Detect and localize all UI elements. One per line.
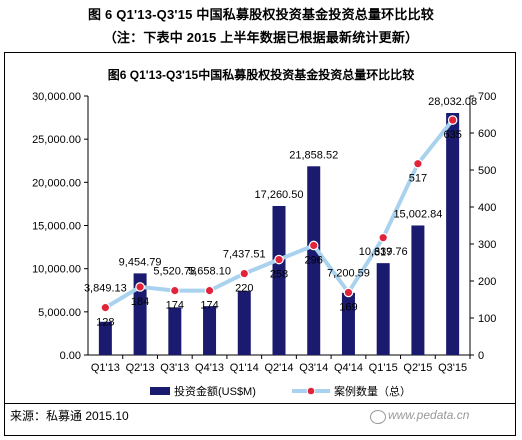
line-marker — [378, 232, 388, 243]
y-right-tick-label: 600 — [478, 128, 496, 140]
y-right-tick-label: 500 — [478, 165, 496, 177]
line-marker — [135, 282, 145, 292]
bar — [376, 263, 390, 355]
line-value-label: 174 — [166, 300, 184, 312]
legend-bar-swatch — [150, 387, 170, 395]
x-tick-label: Q2'14 — [264, 362, 293, 374]
x-tick-label: Q4'14 — [334, 362, 363, 374]
line-value-label: 128 — [96, 317, 114, 329]
bar-value-label: 28,032.08 — [428, 96, 477, 108]
y-right-tick-label: 400 — [478, 202, 496, 214]
x-tick-label: Q2'13 — [126, 362, 155, 374]
line-value-label: 317 — [374, 247, 392, 259]
watermark: www.pedata.cn — [388, 408, 470, 422]
bar-value-label: 3,849.13 — [84, 283, 127, 295]
line-value-label: 220 — [235, 283, 253, 295]
line-marker — [274, 254, 284, 265]
bar — [203, 306, 217, 355]
x-tick-label: Q4'13 — [195, 362, 224, 374]
y-right-tick-label: 300 — [478, 239, 496, 251]
header-title: 图 6 Q1'13-Q3'15 中国私募股权投资基金投资总量环比比较 — [88, 7, 434, 22]
line-value-label: 296 — [305, 254, 323, 266]
bar — [272, 205, 286, 355]
line-value-label: 169 — [339, 301, 357, 313]
bar-value-label: 5,658.10 — [188, 266, 231, 278]
bar — [98, 321, 112, 355]
line-value-label: 184 — [131, 296, 149, 308]
bar-value-label: 5,520.78 — [153, 266, 196, 278]
y-left-tick-label: 5,000.00 — [38, 307, 81, 319]
line-marker — [343, 287, 354, 298]
line-marker — [447, 115, 458, 125]
y-left-tick-label: 0.00 — [60, 350, 81, 362]
x-tick-label: Q1'13 — [91, 362, 120, 374]
x-tick-label: Q3'14 — [299, 362, 328, 374]
line-value-label: 174 — [200, 300, 218, 312]
bar-value-label: 9,454.79 — [119, 256, 162, 268]
line-marker — [413, 158, 423, 169]
y-right-tick-label: 200 — [478, 276, 496, 288]
x-tick-label: Q3'15 — [438, 362, 467, 374]
legend-line-marker — [306, 386, 316, 396]
x-tick-label: Q1'14 — [230, 362, 259, 374]
y-left-tick-label: 30,000.00 — [32, 91, 81, 103]
bar — [237, 290, 251, 355]
chart-frame — [4, 52, 516, 404]
line-value-label: 517 — [409, 173, 427, 185]
bar-value-label: 17,260.50 — [255, 189, 304, 201]
bar — [411, 225, 425, 355]
bar — [446, 112, 460, 355]
y-left-tick-label: 20,000.00 — [32, 177, 81, 189]
bar — [168, 307, 182, 355]
line-value-label: 635 — [443, 129, 461, 141]
line-marker — [308, 240, 319, 251]
bar-value-label: 7,437.51 — [223, 249, 266, 261]
source-note: 来源：私募通 2015.10 — [10, 409, 129, 423]
header-note: （注：下表中 2015 上半年数据已根据最新统计更新） — [103, 30, 419, 45]
bar-value-label: 15,002.84 — [393, 208, 442, 220]
legend-line-label: 案例数量（总） — [334, 384, 411, 398]
line-value-label: 258 — [270, 269, 288, 281]
footer-box — [4, 404, 516, 436]
y-left-tick-label: 25,000.00 — [32, 134, 81, 146]
line-marker — [170, 285, 180, 296]
x-tick-label: Q3'13 — [160, 362, 189, 374]
bar — [341, 292, 355, 355]
bar-value-label: 7,200.59 — [327, 267, 370, 279]
bar — [307, 166, 321, 355]
y-right-tick-label: 700 — [478, 91, 496, 103]
y-right-tick-label: 0 — [478, 350, 484, 362]
wechat-icon — [370, 410, 386, 424]
bar-value-label: 21,858.52 — [289, 149, 338, 161]
legend-bar-label: 投资金额(US$M) — [174, 384, 256, 398]
y-left-tick-label: 15,000.00 — [32, 221, 81, 233]
line-marker — [239, 268, 250, 279]
x-tick-label: Q1'15 — [369, 362, 398, 374]
chart-title: 图6 Q1'13-Q3'15中国私募股权投资基金投资总量环比比较 — [107, 68, 415, 82]
line-marker — [100, 302, 111, 313]
y-left-tick-label: 10,000.00 — [32, 264, 81, 276]
bar-value-label: 10,639.76 — [359, 246, 408, 258]
y-right-tick-label: 100 — [478, 313, 496, 325]
bar — [133, 273, 147, 355]
x-tick-label: Q2'15 — [403, 362, 432, 374]
line-marker — [204, 285, 215, 296]
